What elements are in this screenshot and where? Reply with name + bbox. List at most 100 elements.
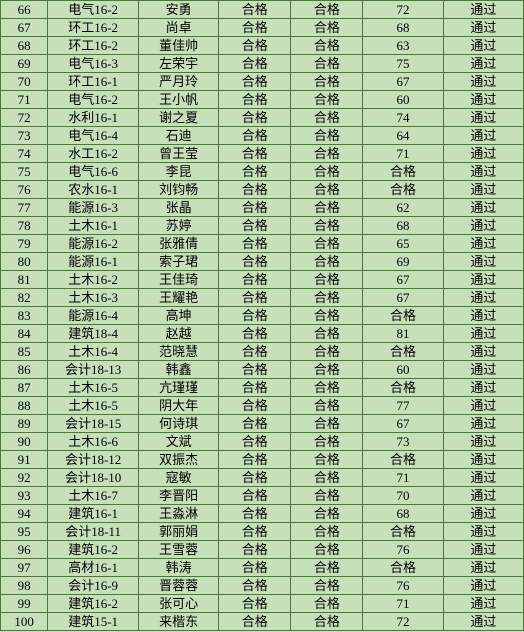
table-cell: 74 [363,109,443,127]
table-cell: 合格 [219,451,291,469]
table-cell: 合格 [219,397,291,415]
table-cell: 合格 [219,163,291,181]
table-cell: 68 [1,37,48,55]
table-cell: 67 [1,19,48,37]
table-cell: 通过 [443,145,523,163]
table-cell: 85 [1,343,48,361]
table-cell: 王淼淋 [138,505,218,523]
table-cell: 通过 [443,523,523,541]
table-cell: 建筑15-1 [48,613,139,631]
table-cell: 李昆 [138,163,218,181]
table-cell: 水工16-2 [48,145,139,163]
table-cell: 能源16-1 [48,253,139,271]
table-cell: 会计18-10 [48,469,139,487]
table-cell: 合格 [219,37,291,55]
table-cell: 合格 [291,235,363,253]
table-cell: 合格 [219,73,291,91]
table-row: 72水利16-1谢之夏合格合格74通过 [1,109,524,127]
table-cell: 双振杰 [138,451,218,469]
table-cell: 通过 [443,199,523,217]
table-cell: 合格 [219,577,291,595]
table-cell: 安勇 [138,1,218,19]
table-cell: 98 [1,577,48,595]
table-cell: 合格 [219,415,291,433]
table-cell: 高材16-1 [48,559,139,577]
table-cell: 严月玲 [138,73,218,91]
table-cell: 通过 [443,595,523,613]
table-cell: 通过 [443,253,523,271]
table-cell: 通过 [443,73,523,91]
table-cell: 66 [1,1,48,19]
table-cell: 89 [1,415,48,433]
table-row: 69电气16-3左荣宇合格合格75通过 [1,55,524,73]
table-cell: 通过 [443,289,523,307]
table-cell: 通过 [443,235,523,253]
table-cell: 李晋阳 [138,487,218,505]
table-cell: 合格 [291,145,363,163]
table-cell: 合格 [219,613,291,631]
table-cell: 合格 [219,1,291,19]
table-cell: 合格 [219,127,291,145]
table-row: 89会计18-15何诗琪合格合格67通过 [1,415,524,433]
table-cell: 合格 [363,523,443,541]
table-row: 96建筑16-2王雪蓉合格合格76通过 [1,541,524,559]
table-cell: 68 [363,217,443,235]
table-cell: 99 [1,595,48,613]
table-cell: 会计16-9 [48,577,139,595]
table-row: 66电气16-2安勇合格合格72通过 [1,1,524,19]
table-cell: 苏婷 [138,217,218,235]
table-cell: 合格 [291,595,363,613]
table-cell: 电气16-6 [48,163,139,181]
table-cell: 土木16-7 [48,487,139,505]
table-row: 74水工16-2曾王莹合格合格71通过 [1,145,524,163]
table-cell: 通过 [443,307,523,325]
table-row: 82土木16-3王耀艳合格合格67通过 [1,289,524,307]
table-cell: 64 [363,127,443,145]
table-cell: 合格 [363,451,443,469]
table-cell: 王雪蓉 [138,541,218,559]
table-cell: 72 [363,1,443,19]
table-cell: 合格 [291,325,363,343]
table-cell: 何诗琪 [138,415,218,433]
table-cell: 通过 [443,487,523,505]
table-row: 85土木16-4范晓慧合格合格合格通过 [1,343,524,361]
table-cell: 合格 [291,487,363,505]
table-cell: 合格 [291,505,363,523]
table-cell: 合格 [219,235,291,253]
table-cell: 合格 [219,181,291,199]
table-cell: 合格 [291,271,363,289]
table-cell: 通过 [443,613,523,631]
table-cell: 93 [1,487,48,505]
table-cell: 晋蓉蓉 [138,577,218,595]
table-cell: 通过 [443,415,523,433]
table-cell: 张晶 [138,199,218,217]
table-cell: 会计18-11 [48,523,139,541]
table-cell: 合格 [219,55,291,73]
table-cell: 赵越 [138,325,218,343]
table-cell: 会计18-12 [48,451,139,469]
table-cell: 合格 [219,217,291,235]
table-cell: 60 [363,91,443,109]
table-cell: 合格 [291,289,363,307]
table-cell: 通过 [443,181,523,199]
table-cell: 建筑18-4 [48,325,139,343]
table-cell: 75 [1,163,48,181]
table-cell: 电气16-4 [48,127,139,145]
table-cell: 合格 [291,397,363,415]
table-cell: 合格 [219,307,291,325]
table-cell: 68 [363,505,443,523]
table-cell: 电气16-2 [48,91,139,109]
table-cell: 95 [1,523,48,541]
table-cell: 72 [1,109,48,127]
table-cell: 寇敏 [138,469,218,487]
table-cell: 合格 [291,91,363,109]
table-cell: 63 [363,37,443,55]
table-cell: 王佳琦 [138,271,218,289]
table-cell: 合格 [291,451,363,469]
table-row: 68环工16-2董佳帅合格合格63通过 [1,37,524,55]
table-cell: 90 [1,433,48,451]
table-cell: 通过 [443,19,523,37]
table-cell: 曾王莹 [138,145,218,163]
table-row: 100建筑15-1来楷东合格合格72通过 [1,613,524,631]
table-row: 70环工16-1严月玲合格合格67通过 [1,73,524,91]
